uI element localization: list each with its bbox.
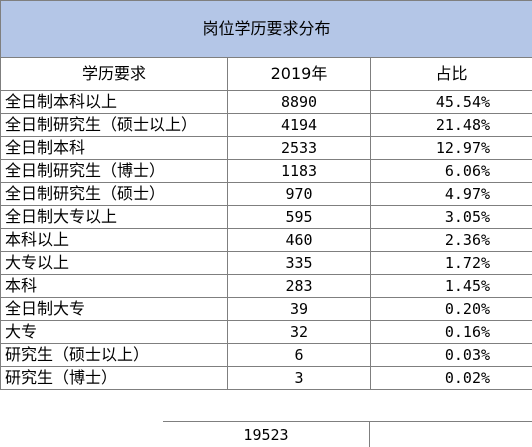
cell-count: 1183 bbox=[227, 159, 371, 183]
cell-education: 全日制本科 bbox=[0, 136, 228, 160]
cell-share: 1.72% bbox=[369, 251, 532, 275]
table-title: 岗位学历要求分布 bbox=[0, 0, 532, 58]
cell-education: 本科 bbox=[0, 274, 228, 298]
table-row: 本科以上 460 2.36% bbox=[0, 228, 532, 252]
cell-count: 4194 bbox=[227, 113, 371, 137]
cell-education: 全日制大专以上 bbox=[0, 205, 228, 229]
cell-count: 6 bbox=[227, 343, 371, 367]
cell-count: 3 bbox=[227, 366, 371, 390]
table-row: 研究生（硕士以上） 6 0.03% bbox=[0, 343, 532, 367]
cell-education: 研究生（博士） bbox=[0, 366, 228, 390]
cell-education: 全日制研究生（硕士以上） bbox=[0, 113, 228, 137]
cell-share: 3.05% bbox=[369, 205, 532, 229]
education-distribution-table: 岗位学历要求分布 学历要求 2019年 占比 全日制本科以上 8890 45.54%… bbox=[0, 0, 532, 390]
table-row: 全日制大专 39 0.20% bbox=[0, 297, 532, 321]
cell-education: 全日制本科以上 bbox=[0, 90, 228, 114]
cell-education: 本科以上 bbox=[0, 228, 228, 252]
cell-share: 6.06% bbox=[369, 159, 532, 183]
cell-education: 大专以上 bbox=[0, 251, 228, 275]
total-column-divider bbox=[369, 421, 370, 447]
header-education: 学历要求 bbox=[0, 57, 228, 91]
total-divider-line bbox=[163, 421, 532, 422]
cell-share: 45.54% bbox=[369, 90, 532, 114]
table-row: 本科 283 1.45% bbox=[0, 274, 532, 298]
cell-count: 970 bbox=[227, 182, 371, 206]
table-row: 大专 32 0.16% bbox=[0, 320, 532, 344]
cell-education: 大专 bbox=[0, 320, 228, 344]
cell-share: 12.97% bbox=[369, 136, 532, 160]
header-2019: 2019年 bbox=[227, 57, 371, 91]
table-row: 大专以上 335 1.72% bbox=[0, 251, 532, 275]
cell-share: 4.97% bbox=[369, 182, 532, 206]
table-row: 全日制本科 2533 12.97% bbox=[0, 136, 532, 160]
cell-share: 0.16% bbox=[369, 320, 532, 344]
cell-education: 研究生（硕士以上） bbox=[0, 343, 228, 367]
table-row: 全日制大专以上 595 3.05% bbox=[0, 205, 532, 229]
cell-share: 0.20% bbox=[369, 297, 532, 321]
cell-education: 全日制大专 bbox=[0, 297, 228, 321]
cell-share: 21.48% bbox=[369, 113, 532, 137]
cell-education: 全日制研究生（硕士） bbox=[0, 182, 228, 206]
table-row: 全日制研究生（硕士） 970 4.97% bbox=[0, 182, 532, 206]
cell-count: 8890 bbox=[227, 90, 371, 114]
cell-count: 2533 bbox=[227, 136, 371, 160]
header-share: 占比 bbox=[369, 57, 532, 91]
cell-count: 32 bbox=[227, 320, 371, 344]
table-row: 全日制本科以上 8890 45.54% bbox=[0, 90, 532, 114]
cell-count: 283 bbox=[227, 274, 371, 298]
total-row: 19523 bbox=[163, 421, 532, 447]
cell-count: 335 bbox=[227, 251, 371, 275]
table-row: 全日制研究生（博士） 1183 6.06% bbox=[0, 159, 532, 183]
cell-count: 460 bbox=[227, 228, 371, 252]
cell-share: 2.36% bbox=[369, 228, 532, 252]
cell-share: 0.02% bbox=[369, 366, 532, 390]
cell-education: 全日制研究生（博士） bbox=[0, 159, 228, 183]
total-value: 19523 bbox=[243, 426, 289, 444]
cell-share: 1.45% bbox=[369, 274, 532, 298]
table-row: 全日制研究生（硕士以上） 4194 21.48% bbox=[0, 113, 532, 137]
cell-count: 39 bbox=[227, 297, 371, 321]
table-row: 研究生（博士） 3 0.02% bbox=[0, 366, 532, 390]
cell-count: 595 bbox=[227, 205, 371, 229]
cell-share: 0.03% bbox=[369, 343, 532, 367]
